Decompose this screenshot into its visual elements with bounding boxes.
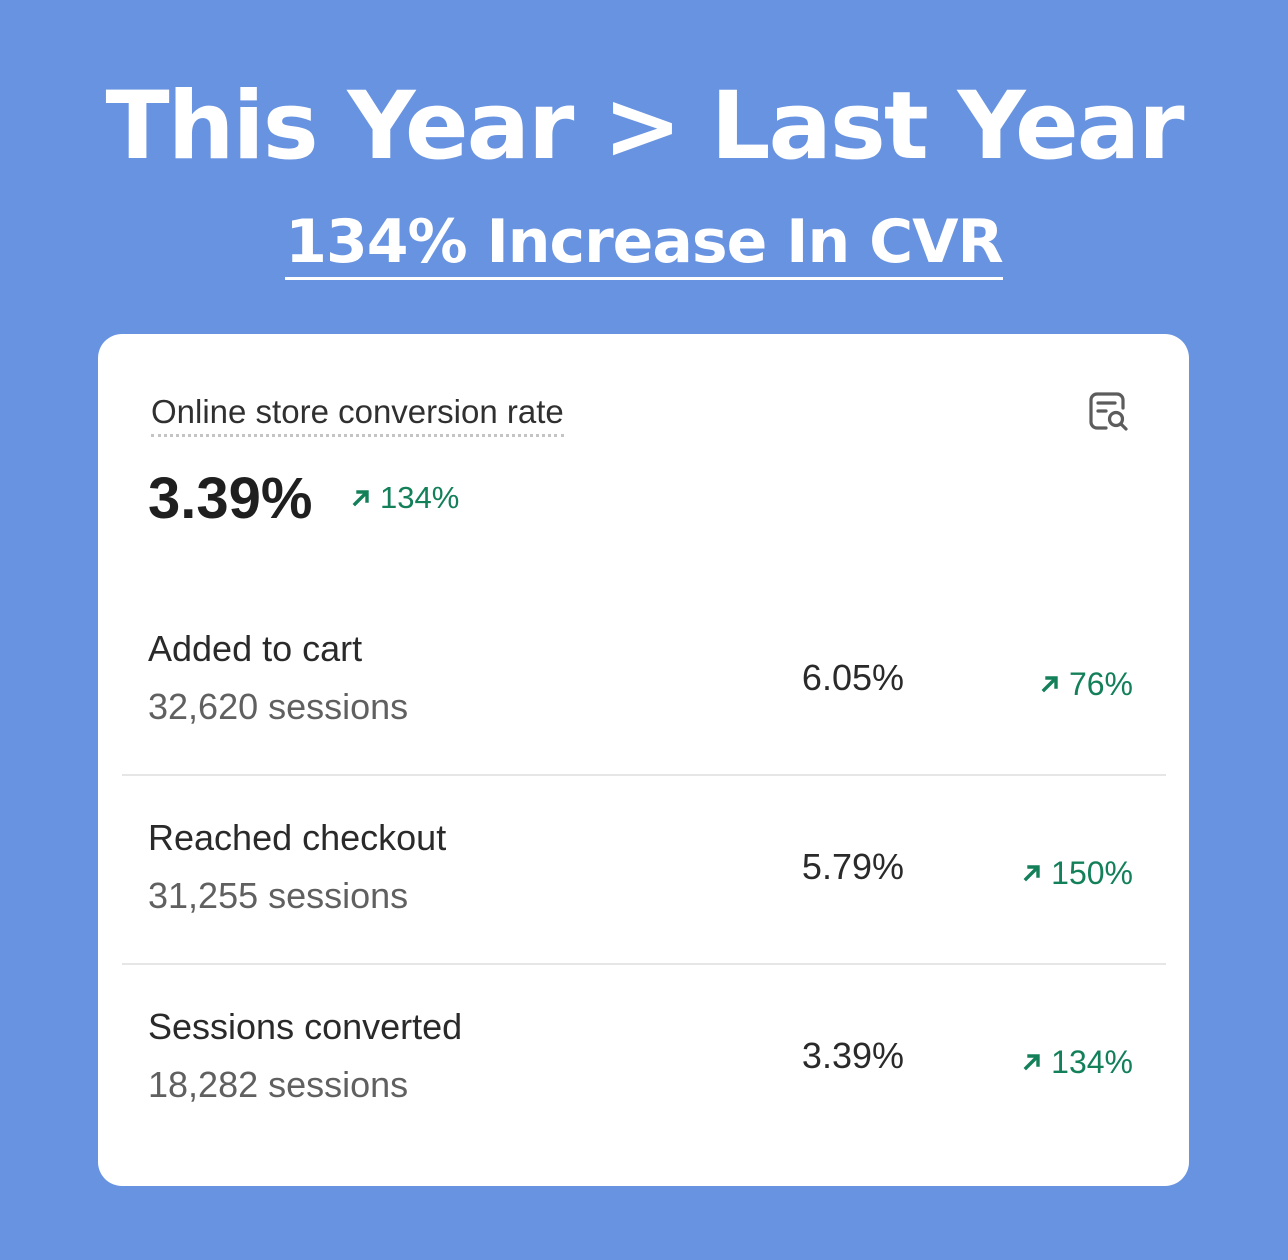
row-change-badge: 134% bbox=[1021, 1040, 1133, 1084]
headline: This Year > Last Year bbox=[105, 72, 1184, 181]
row-label: Sessions converted bbox=[148, 1006, 463, 1047]
row-change-badge: 150% bbox=[1021, 851, 1133, 895]
subheadline-text: 134% Increase In CVR bbox=[285, 207, 1004, 280]
conversion-card: Online store conversion rate 3.39% 134% … bbox=[98, 334, 1189, 1186]
funnel-row-reached-checkout: Reached checkout 31,255 sessions 5.79% 1… bbox=[122, 774, 1166, 965]
metric-change-value: 134% bbox=[380, 480, 460, 515]
row-label: Added to cart bbox=[148, 628, 363, 669]
row-rate: 6.05% bbox=[801, 657, 904, 698]
row-change-badge: 76% bbox=[1039, 662, 1133, 706]
row-sessions: 32,620 sessions bbox=[148, 686, 409, 727]
arrow-up-right-icon bbox=[1041, 676, 1058, 693]
row-rate: 5.79% bbox=[801, 846, 904, 887]
metric-change-badge: 134% bbox=[350, 478, 459, 518]
arrow-up-right-icon bbox=[1023, 865, 1040, 882]
row-sessions: 18,282 sessions bbox=[148, 1064, 409, 1105]
funnel-row-sessions-converted: Sessions converted 18,282 sessions 3.39%… bbox=[122, 963, 1166, 1152]
row-rate: 3.39% bbox=[801, 1035, 904, 1076]
arrow-up-right-icon bbox=[1023, 1054, 1040, 1071]
funnel-row-added-to-cart: Added to cart 32,620 sessions 6.05% 76% bbox=[122, 585, 1166, 776]
subheadline: 134% Increase In CVR bbox=[0, 206, 1288, 280]
row-change-value: 76% bbox=[1068, 666, 1133, 702]
arrow-up-right-icon bbox=[352, 490, 369, 507]
row-label: Reached checkout bbox=[148, 817, 447, 858]
row-change-value: 150% bbox=[1051, 855, 1133, 891]
metric-title[interactable]: Online store conversion rate bbox=[151, 392, 564, 437]
row-sessions: 31,255 sessions bbox=[148, 875, 409, 916]
row-change-value: 134% bbox=[1051, 1044, 1133, 1080]
report-search-icon[interactable] bbox=[1086, 390, 1132, 436]
metric-value: 3.39% bbox=[148, 466, 313, 531]
